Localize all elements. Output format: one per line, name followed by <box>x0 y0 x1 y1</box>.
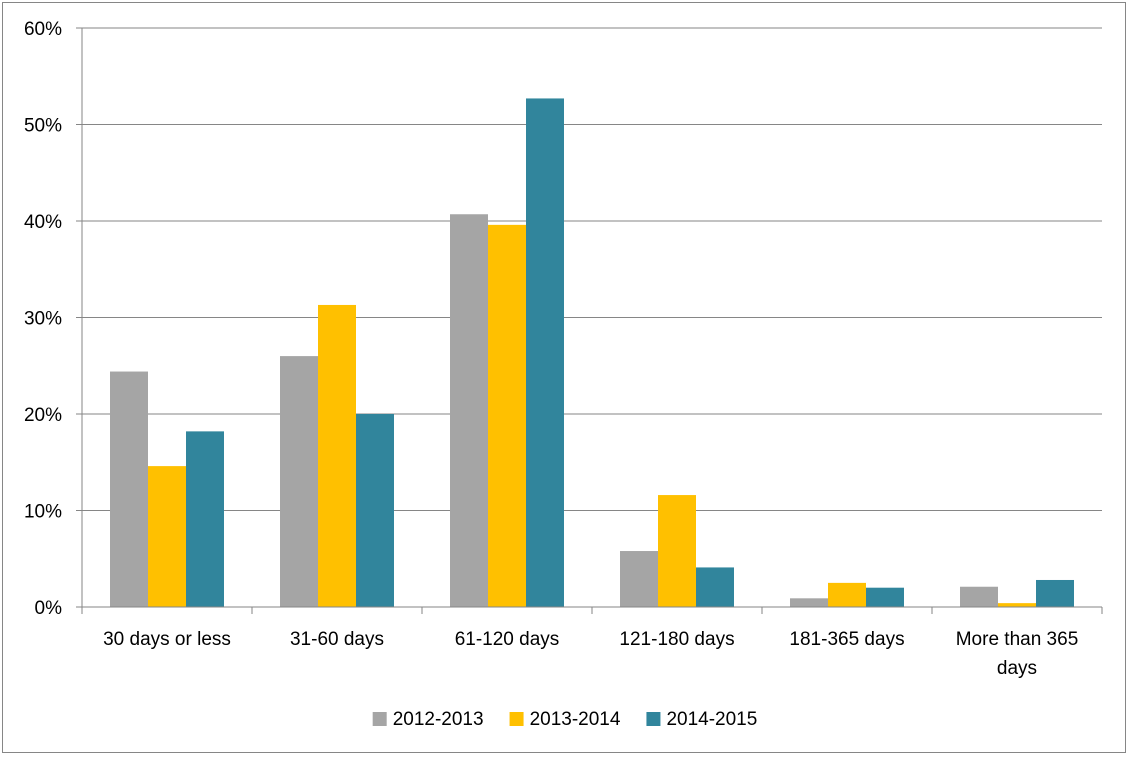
x-category-label: 31-60 days <box>290 629 384 650</box>
x-category-label: More than 365 <box>956 629 1079 650</box>
bar <box>280 356 318 607</box>
y-tick-label: 20% <box>24 405 62 426</box>
bar <box>356 414 394 607</box>
gridlines <box>82 27 1102 511</box>
bar <box>790 598 828 607</box>
legend-swatch <box>509 712 524 726</box>
y-tick-label: 50% <box>24 116 62 137</box>
x-category-label: 181-365 days <box>789 629 904 650</box>
bar <box>148 466 186 607</box>
bar <box>110 371 148 607</box>
y-tick-label: 10% <box>24 502 62 523</box>
bar <box>960 586 998 607</box>
x-category-label: days <box>997 658 1037 679</box>
y-tick-label: 40% <box>24 212 62 233</box>
bar <box>620 551 658 607</box>
bar <box>318 304 356 607</box>
y-tick-label: 60% <box>24 19 62 40</box>
bar <box>866 587 904 607</box>
bar <box>488 224 526 608</box>
bar <box>828 582 866 607</box>
bar <box>998 603 1036 607</box>
legend: 2012-2013 2013-2014 2014-2015 <box>372 709 757 730</box>
legend-swatch <box>646 712 661 726</box>
bar <box>186 431 224 607</box>
legend-label: 2013-2014 <box>530 709 621 730</box>
x-category-labels: 30 days or less 31-60 days 61-120 days 121-… <box>103 629 1078 679</box>
bars <box>110 98 1074 608</box>
bar <box>1036 579 1074 607</box>
y-tick-label: 0% <box>35 598 63 619</box>
x-category-label: 30 days or less <box>103 629 231 650</box>
x-category-label: 61-120 days <box>455 629 560 650</box>
x-category-label: 121-180 days <box>619 629 734 650</box>
y-tick-label: 30% <box>24 309 62 330</box>
legend-swatch <box>372 712 387 726</box>
y-tick-labels: 0% 10% 20% 30% 40% 50% 60% <box>24 19 62 619</box>
legend-label: 2014-2015 <box>666 709 757 730</box>
bar <box>696 567 734 607</box>
bar <box>658 495 696 607</box>
bar <box>450 214 488 607</box>
legend-label: 2012-2013 <box>393 709 484 730</box>
axes <box>76 27 1103 614</box>
bar <box>526 98 564 607</box>
